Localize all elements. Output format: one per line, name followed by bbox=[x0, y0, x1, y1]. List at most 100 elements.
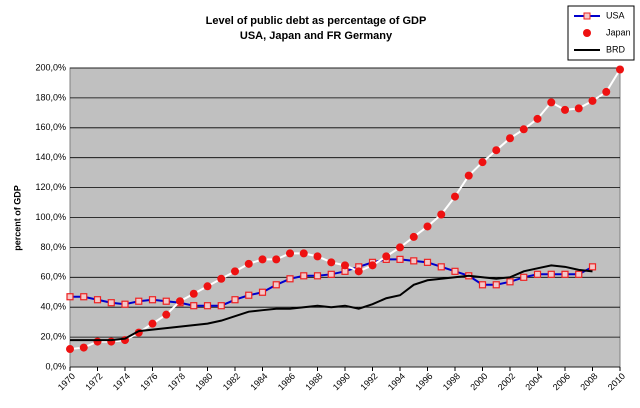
x-tick-label: 1976 bbox=[138, 371, 159, 392]
data-point bbox=[313, 272, 322, 280]
data-point bbox=[368, 261, 377, 270]
x-tick-label: 1978 bbox=[166, 371, 187, 392]
data-point bbox=[272, 281, 280, 289]
data-point bbox=[533, 270, 542, 278]
x-tick-label: 1990 bbox=[331, 371, 352, 392]
data-point bbox=[492, 146, 501, 155]
data-point bbox=[519, 125, 528, 134]
x-tick-label: 1988 bbox=[303, 371, 324, 392]
x-tick-label: 2002 bbox=[496, 371, 517, 392]
data-point bbox=[176, 297, 184, 306]
x-tick-label: 1974 bbox=[111, 371, 132, 392]
legend-label: Japan bbox=[606, 27, 631, 37]
x-tick-label: 1996 bbox=[413, 371, 434, 392]
x-tick-label: 2010 bbox=[606, 371, 627, 392]
data-point bbox=[492, 281, 500, 289]
y-tick-label: 140,0% bbox=[35, 152, 66, 162]
data-point bbox=[66, 293, 74, 301]
data-point bbox=[520, 273, 528, 281]
x-tick-label: 2008 bbox=[578, 371, 599, 392]
chart-subtitle: USA, Japan and FR Germany bbox=[240, 30, 393, 42]
data-point bbox=[464, 171, 473, 180]
y-tick-label: 40,0% bbox=[40, 302, 66, 312]
data-point bbox=[244, 259, 253, 268]
data-point bbox=[547, 270, 555, 278]
x-tick-label: 1998 bbox=[441, 371, 462, 392]
x-tick-label: 1980 bbox=[193, 371, 214, 392]
data-point bbox=[93, 296, 102, 304]
data-point bbox=[231, 267, 239, 276]
data-point bbox=[506, 278, 514, 286]
x-tick-label: 2006 bbox=[551, 371, 572, 392]
data-point bbox=[396, 243, 404, 252]
data-point bbox=[162, 310, 171, 319]
x-tick-label: 1992 bbox=[358, 371, 379, 392]
chart-title: Level of public debt as percentage of GD… bbox=[206, 15, 427, 27]
x-tick-label: 1986 bbox=[276, 371, 297, 392]
data-point bbox=[616, 65, 624, 74]
data-point bbox=[478, 158, 487, 167]
data-point bbox=[272, 255, 281, 264]
series-line bbox=[70, 264, 593, 342]
data-point bbox=[354, 267, 363, 276]
data-point bbox=[478, 281, 487, 289]
data-point bbox=[409, 232, 418, 241]
data-point bbox=[341, 261, 349, 270]
y-tick-label: 180,0% bbox=[35, 92, 66, 102]
data-point bbox=[506, 134, 514, 143]
data-point bbox=[410, 257, 418, 265]
data-point bbox=[148, 319, 157, 328]
x-tick-label: 1994 bbox=[386, 371, 407, 392]
legend-marker bbox=[583, 12, 591, 20]
data-point bbox=[135, 297, 143, 305]
data-point bbox=[80, 293, 88, 301]
data-point bbox=[258, 255, 267, 264]
y-tick-label: 20,0% bbox=[40, 331, 66, 341]
data-point bbox=[148, 296, 157, 304]
data-point bbox=[451, 192, 459, 201]
x-tick-label: 2004 bbox=[523, 371, 544, 392]
y-tick-label: 0,0% bbox=[45, 361, 66, 371]
x-tick-label: 1972 bbox=[83, 371, 104, 392]
data-point bbox=[437, 210, 446, 219]
y-tick-label: 60,0% bbox=[40, 272, 66, 282]
x-tick-label: 2000 bbox=[468, 371, 489, 392]
data-point bbox=[423, 222, 432, 231]
legend-marker bbox=[583, 29, 591, 37]
data-point bbox=[121, 300, 129, 308]
data-point bbox=[588, 263, 597, 271]
legend-label: BRD bbox=[606, 44, 626, 54]
data-point bbox=[93, 337, 102, 346]
data-point bbox=[245, 291, 253, 299]
data-point bbox=[299, 249, 308, 258]
data-point bbox=[396, 255, 404, 263]
y-tick-label: 120,0% bbox=[35, 182, 66, 192]
y-tick-label: 100,0% bbox=[35, 212, 66, 222]
y-axis-label: percent of GDP bbox=[12, 185, 22, 251]
data-point bbox=[313, 252, 322, 261]
data-point bbox=[382, 252, 391, 261]
data-point bbox=[588, 96, 597, 105]
data-point bbox=[107, 299, 115, 307]
data-point bbox=[190, 302, 198, 310]
data-point bbox=[451, 267, 459, 275]
data-point bbox=[203, 302, 212, 310]
data-point bbox=[162, 297, 170, 305]
data-point bbox=[327, 270, 335, 278]
data-point bbox=[286, 275, 294, 283]
data-point bbox=[547, 98, 556, 107]
data-point bbox=[286, 249, 294, 258]
data-point bbox=[217, 274, 226, 283]
y-tick-label: 80,0% bbox=[40, 242, 66, 252]
data-point bbox=[327, 258, 336, 267]
data-point bbox=[533, 114, 542, 123]
data-point bbox=[189, 289, 198, 298]
y-tick-label: 160,0% bbox=[35, 122, 66, 132]
data-point bbox=[574, 104, 583, 113]
data-point bbox=[575, 270, 583, 278]
data-point bbox=[561, 270, 569, 278]
data-point bbox=[602, 87, 611, 96]
x-tick-label: 1970 bbox=[56, 371, 77, 392]
